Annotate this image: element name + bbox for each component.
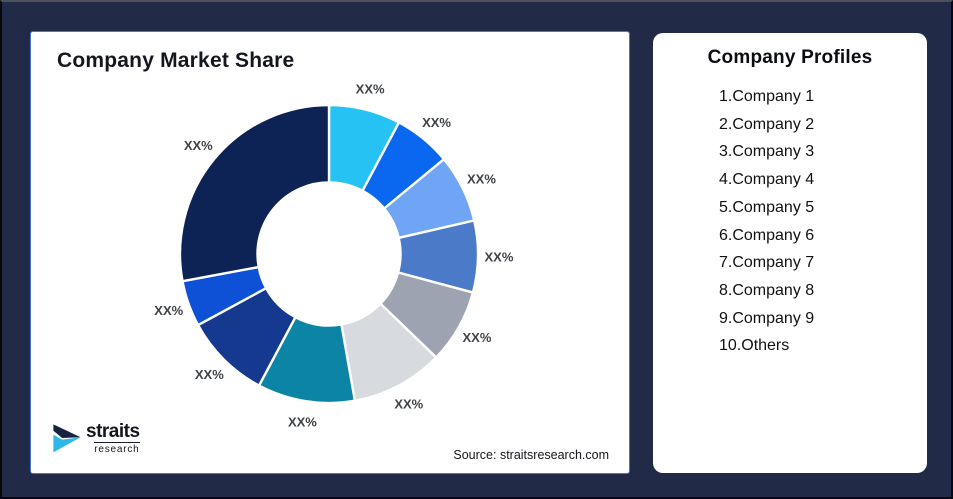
company-list-item: 8.Company 8	[719, 281, 815, 299]
company-list-item: 5.Company 5	[719, 198, 815, 216]
company-list-item: 3.Company 3	[719, 143, 815, 161]
donut-chart: XX% XX% XX% XX% XX% XX% XX% XX% XX% XX%	[154, 82, 514, 430]
company-list-item: 2.Company 2	[719, 115, 815, 133]
source-attribution: Source: straitsresearch.com	[453, 448, 609, 462]
company-list-item: 6.Company 6	[719, 226, 815, 244]
slice-data-label: XX%	[154, 303, 183, 318]
logo-wordmark: straits research	[86, 422, 140, 455]
slice-data-label: XX%	[422, 115, 451, 130]
slice-data-label: XX%	[394, 397, 423, 412]
company-list-item: 7.Company 7	[719, 254, 815, 272]
slice-data-label: XX%	[356, 82, 385, 97]
slice-data-label: XX%	[485, 249, 514, 264]
slice-data-label: XX%	[288, 414, 317, 429]
straits-logo-icon	[53, 424, 81, 453]
slice-data-label: XX%	[184, 138, 213, 153]
donut-slice-others	[178, 103, 331, 283]
slice-data-label: XX%	[463, 330, 492, 345]
logo-text-research: research	[94, 441, 140, 455]
slice-data-label: XX%	[195, 367, 224, 382]
company-list-item: 10.Others	[719, 337, 790, 355]
chart-title: Company Market Share	[57, 49, 295, 72]
slice-data-label: XX%	[467, 171, 496, 186]
company-list-item: 4.Company 4	[719, 171, 815, 189]
market-share-panel: Company Market Share XX% XX% XX% XX% XX% XX% X…	[30, 31, 630, 474]
company-profiles-panel: Company Profiles 1.Company 1 2.Company 2 3…	[653, 33, 927, 473]
logo-text-straits: straits	[86, 420, 140, 442]
profiles-title: Company Profiles	[707, 47, 873, 68]
company-list-item: 9.Company 9	[719, 309, 815, 327]
company-list-item: 1.Company 1	[719, 88, 815, 105]
straits-research-logo: straits research	[51, 421, 140, 455]
company-list: 1.Company 1 2.Company 2 3.Company 3 4.Compa…	[653, 83, 927, 360]
